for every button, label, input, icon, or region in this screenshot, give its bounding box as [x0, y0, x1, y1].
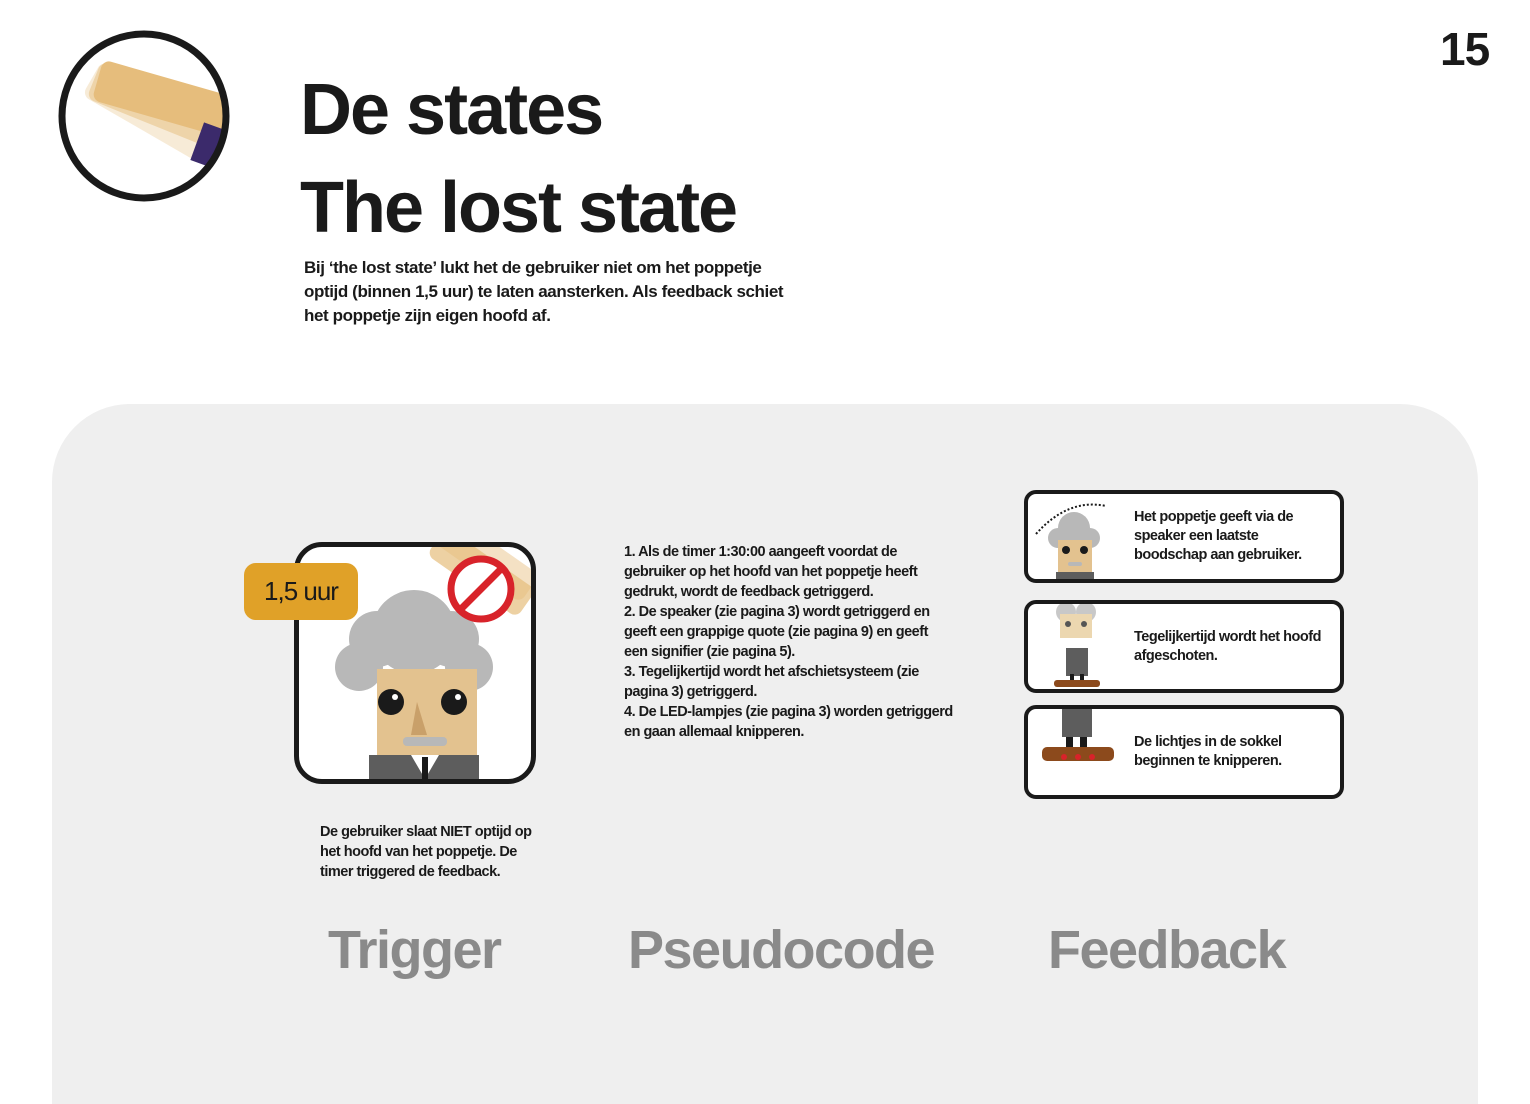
pseudocode-steps: 1. Als de timer 1:30:00 aangeeft voordat… [624, 542, 954, 742]
feedback-card-lights: De lichtjes in de sokkel beginnen te kni… [1024, 705, 1344, 799]
page-title: De states [300, 70, 604, 150]
pseudocode-step: 4. De LED-lampjes (zie pagina 3) worden … [624, 704, 953, 740]
head-launch-icon [1054, 604, 1100, 687]
feedback-step-text: Het poppetje geeft via de speaker een la… [1134, 509, 1302, 563]
pseudocode-label: Pseudocode [628, 920, 936, 980]
feedback-step-text: De lichtjes in de sokkel beginnen te kni… [1134, 734, 1282, 769]
pseudocode-step: 1. Als de timer 1:30:00 aangeeft voordat… [624, 544, 918, 600]
time-badge: 1,5 uur [244, 563, 358, 620]
pseudocode-step: 2. De speaker (zie pagina 3) wordt getri… [624, 604, 930, 660]
hand-tap-icon [58, 30, 230, 202]
blinking-base-icon [1042, 709, 1114, 761]
feedback-label: Feedback [1048, 920, 1287, 980]
feedback-card-speaker: Het poppetje geeft via de speaker een la… [1024, 490, 1344, 583]
trigger-label: Trigger [328, 920, 502, 980]
figure-forbidden-tap-icon [335, 547, 531, 779]
page-subtitle: The lost state [300, 168, 738, 248]
feedback-step-text: Tegelijkertijd wordt het hoofd afgeschot… [1134, 628, 1321, 664]
feedback-card-head-shot: Tegelijkertijd wordt het hoofd afgeschot… [1024, 600, 1344, 693]
pseudocode-step: 3. Tegelijkertijd wordt het afschietsyst… [624, 664, 919, 700]
intro-text: Bij ‘the lost state’ lukt het de gebruik… [304, 258, 784, 325]
speaking-figure-icon [1035, 503, 1107, 579]
page-number: 15 [1440, 23, 1490, 75]
trigger-description: De gebruiker slaat NIET optijd op het ho… [320, 824, 532, 880]
